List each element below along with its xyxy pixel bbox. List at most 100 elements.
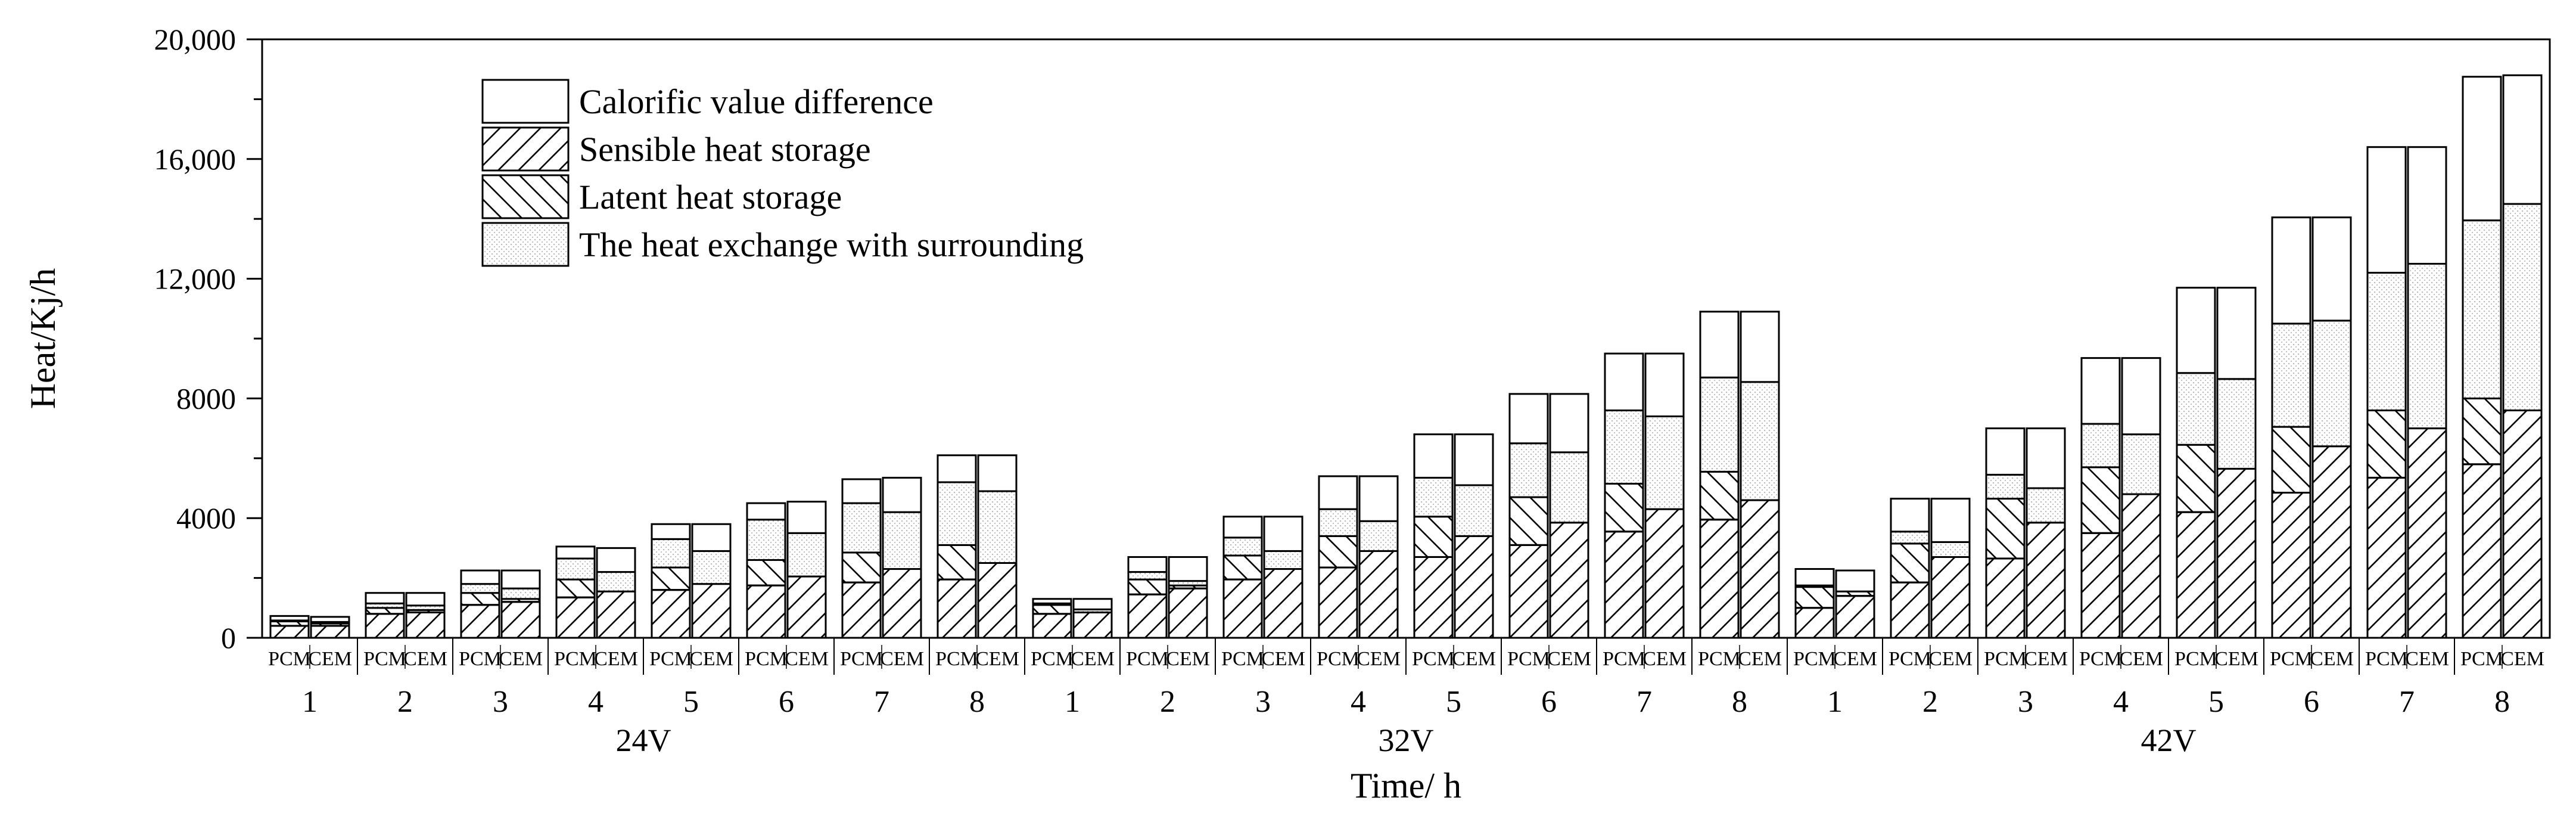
bar-segment-sensible: [882, 568, 922, 639]
hour-label: 1: [302, 685, 318, 719]
bar-segment-diff: [1930, 498, 1971, 543]
hour-label: 7: [1637, 685, 1652, 719]
bar-segment-sensible: [1699, 519, 1740, 639]
bar-segment-sensible: [746, 584, 786, 639]
bar-segment-sensible: [841, 581, 882, 639]
bar-label-cem: CEM: [2310, 648, 2354, 670]
bar-label-cem: CEM: [499, 648, 543, 670]
bar-segment-diff: [269, 615, 310, 622]
bar-segment-exchange: [1890, 531, 1930, 545]
bar-segment-sensible: [1549, 522, 1589, 639]
bar-segment-diff: [2502, 74, 2543, 205]
bar-segment-latent: [2176, 443, 2216, 513]
bar-segment-latent: [651, 566, 691, 591]
bars-layer: [269, 74, 2543, 639]
bar-segment-exchange: [460, 583, 500, 594]
bar-label-pcm: PCM: [935, 648, 978, 670]
bar-label-pcm: PCM: [840, 648, 883, 670]
bar-segment-exchange: [1740, 381, 1780, 501]
bar-segment-diff: [460, 569, 500, 585]
bar-segment-latent: [2271, 426, 2311, 494]
bar-segment-sensible: [2121, 493, 2161, 639]
bar-segment-latent: [746, 559, 786, 587]
bar-segment-latent: [1985, 498, 2026, 560]
x-axis-title: Time/ h: [1351, 766, 1461, 805]
bar-segment-sensible: [691, 583, 732, 639]
y-tick-label: 8000: [176, 381, 236, 415]
legend-item-latent-heat: Latent heat storage: [481, 174, 842, 219]
bar-segment-sensible: [1127, 593, 1168, 639]
bar-segment-diff: [2462, 76, 2502, 222]
bar-label-cem: CEM: [2214, 648, 2258, 670]
bar-label-cem: CEM: [1357, 648, 1401, 670]
bar-label-pcm: PCM: [1412, 648, 1455, 670]
bar-label-cem: CEM: [689, 648, 733, 670]
bar-label-cem: CEM: [2024, 648, 2068, 670]
bar-segment-sensible: [651, 589, 691, 639]
bar-segment-sensible: [1930, 556, 1971, 639]
bar-segment-diff: [1168, 556, 1208, 582]
bar-segment-sensible: [1890, 581, 1930, 639]
bar-segment-exchange: [1508, 442, 1549, 498]
bar-label-pcm: PCM: [1698, 648, 1741, 670]
bar-segment-latent: [2462, 397, 2502, 466]
bar-segment-latent: [1032, 604, 1072, 615]
bar-segment-sensible: [1508, 544, 1549, 639]
bar-segment-exchange: [977, 490, 1018, 564]
bar-label-cem: CEM: [2500, 648, 2544, 670]
bar-segment-exchange: [1413, 476, 1454, 518]
bar-segment-latent: [841, 551, 882, 584]
hour-label: 4: [1351, 685, 1366, 719]
bar-segment-exchange: [2176, 372, 2216, 446]
bar-segment-sensible: [1168, 587, 1208, 639]
bar-segment-diff: [786, 501, 827, 534]
bar-label-pcm: PCM: [1603, 648, 1645, 670]
bar-label-cem: CEM: [1738, 648, 1782, 670]
bar-segment-sensible: [1358, 550, 1399, 639]
bar-segment-latent: [2080, 466, 2121, 534]
legend-swatch-latent-heat: [481, 174, 570, 219]
bar-label-pcm: PCM: [1126, 648, 1169, 670]
bar-segment-latent: [1604, 482, 1644, 533]
hour-label: 4: [588, 685, 603, 719]
bar-segment-diff: [310, 616, 350, 623]
bar-segment-diff: [405, 592, 446, 607]
bar-label-pcm: PCM: [2460, 648, 2503, 670]
bar-segment-diff: [596, 547, 636, 573]
hour-label: 6: [2304, 685, 2319, 719]
bar-segment-diff: [1454, 433, 1494, 486]
bar-segment-exchange: [786, 532, 827, 578]
hour-label: 3: [2018, 685, 2033, 719]
bar-segment-diff: [746, 502, 786, 521]
hour-label: 8: [969, 685, 985, 719]
legend: Calorific value difference Sensible heat…: [481, 79, 1084, 267]
hour-label: 2: [397, 685, 413, 719]
bar-segment-exchange: [746, 519, 786, 561]
bar-segment-sensible: [1222, 578, 1263, 639]
bar-label-cem: CEM: [594, 648, 638, 670]
bar-segment-exchange: [651, 538, 691, 569]
bar-segment-diff: [651, 523, 691, 540]
bar-label-pcm: PCM: [1984, 648, 2027, 670]
hour-label: 2: [1922, 685, 1938, 719]
bar-segment-diff: [2176, 287, 2216, 374]
bar-segment-exchange: [1549, 451, 1589, 524]
bar-segment-exchange: [2366, 272, 2407, 411]
bar-segment-exchange: [596, 571, 636, 593]
y-tick-label: 4000: [176, 501, 236, 535]
hour-label: 5: [2208, 685, 2224, 719]
bar-segment-latent: [365, 607, 405, 615]
bar-segment-sensible: [977, 562, 1018, 639]
hour-label: 5: [1446, 685, 1461, 719]
bar-label-cem: CEM: [1547, 648, 1591, 670]
bar-segment-latent: [1508, 496, 1549, 546]
hour-label: 3: [1255, 685, 1271, 719]
bar-segment-sensible: [1032, 613, 1072, 639]
bar-label-cem: CEM: [2119, 648, 2163, 670]
bar-segment-exchange: [841, 502, 882, 554]
bar-segment-exchange: [2026, 487, 2066, 524]
bar-label-cem: CEM: [403, 648, 447, 670]
voltage-group-label: 24V: [616, 722, 671, 758]
bar-segment-sensible: [365, 613, 405, 639]
